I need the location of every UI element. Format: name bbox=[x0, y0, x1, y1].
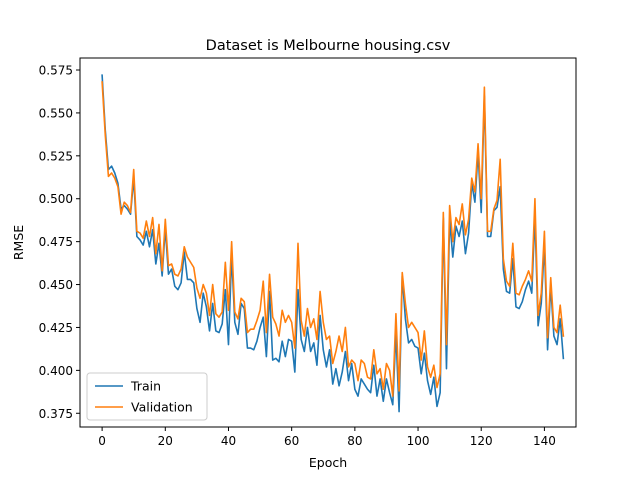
y-tick-label: 0.525 bbox=[39, 149, 73, 163]
y-tick-label: 0.575 bbox=[39, 64, 73, 78]
y-tick-label: 0.550 bbox=[39, 106, 73, 120]
x-tick-label: 140 bbox=[533, 434, 556, 448]
y-axis-ticks: 0.375 0.400 0.425 0.450 0.475 0.500 0.525 0.550… bbox=[39, 64, 80, 421]
x-tick-label: 60 bbox=[284, 434, 299, 448]
plot-area bbox=[80, 58, 576, 427]
y-tick-label: 0.450 bbox=[39, 278, 73, 292]
x-tick-label: 120 bbox=[470, 434, 493, 448]
axes-frame bbox=[79, 57, 577, 428]
y-tick-label: 0.475 bbox=[39, 235, 73, 249]
y-axis-label: RMSE bbox=[11, 225, 26, 260]
x-axis-label: Epoch bbox=[309, 455, 347, 470]
x-tick-label: 20 bbox=[158, 434, 173, 448]
y-tick-label: 0.375 bbox=[39, 407, 73, 421]
series-line-validation bbox=[101, 81, 565, 397]
x-tick-label: 100 bbox=[407, 434, 430, 448]
series-layer bbox=[101, 74, 565, 413]
legend-train-label: Train bbox=[130, 379, 161, 394]
x-tick-label: 40 bbox=[221, 434, 236, 448]
y-tick-label: 0.500 bbox=[39, 192, 73, 206]
x-axis-ticks: 0 20 40 60 80 100 120 140 bbox=[98, 427, 556, 448]
x-tick-label: 80 bbox=[347, 434, 362, 448]
legend-validation-label: Validation bbox=[131, 400, 193, 415]
y-tick-label: 0.400 bbox=[39, 364, 73, 378]
y-tick-label: 0.425 bbox=[39, 321, 73, 335]
x-tick-label: 0 bbox=[98, 434, 106, 448]
legend: Train Validation bbox=[86, 372, 208, 421]
legend-box bbox=[86, 372, 208, 421]
chart-title: Dataset is Melbourne housing.csv bbox=[206, 38, 451, 54]
